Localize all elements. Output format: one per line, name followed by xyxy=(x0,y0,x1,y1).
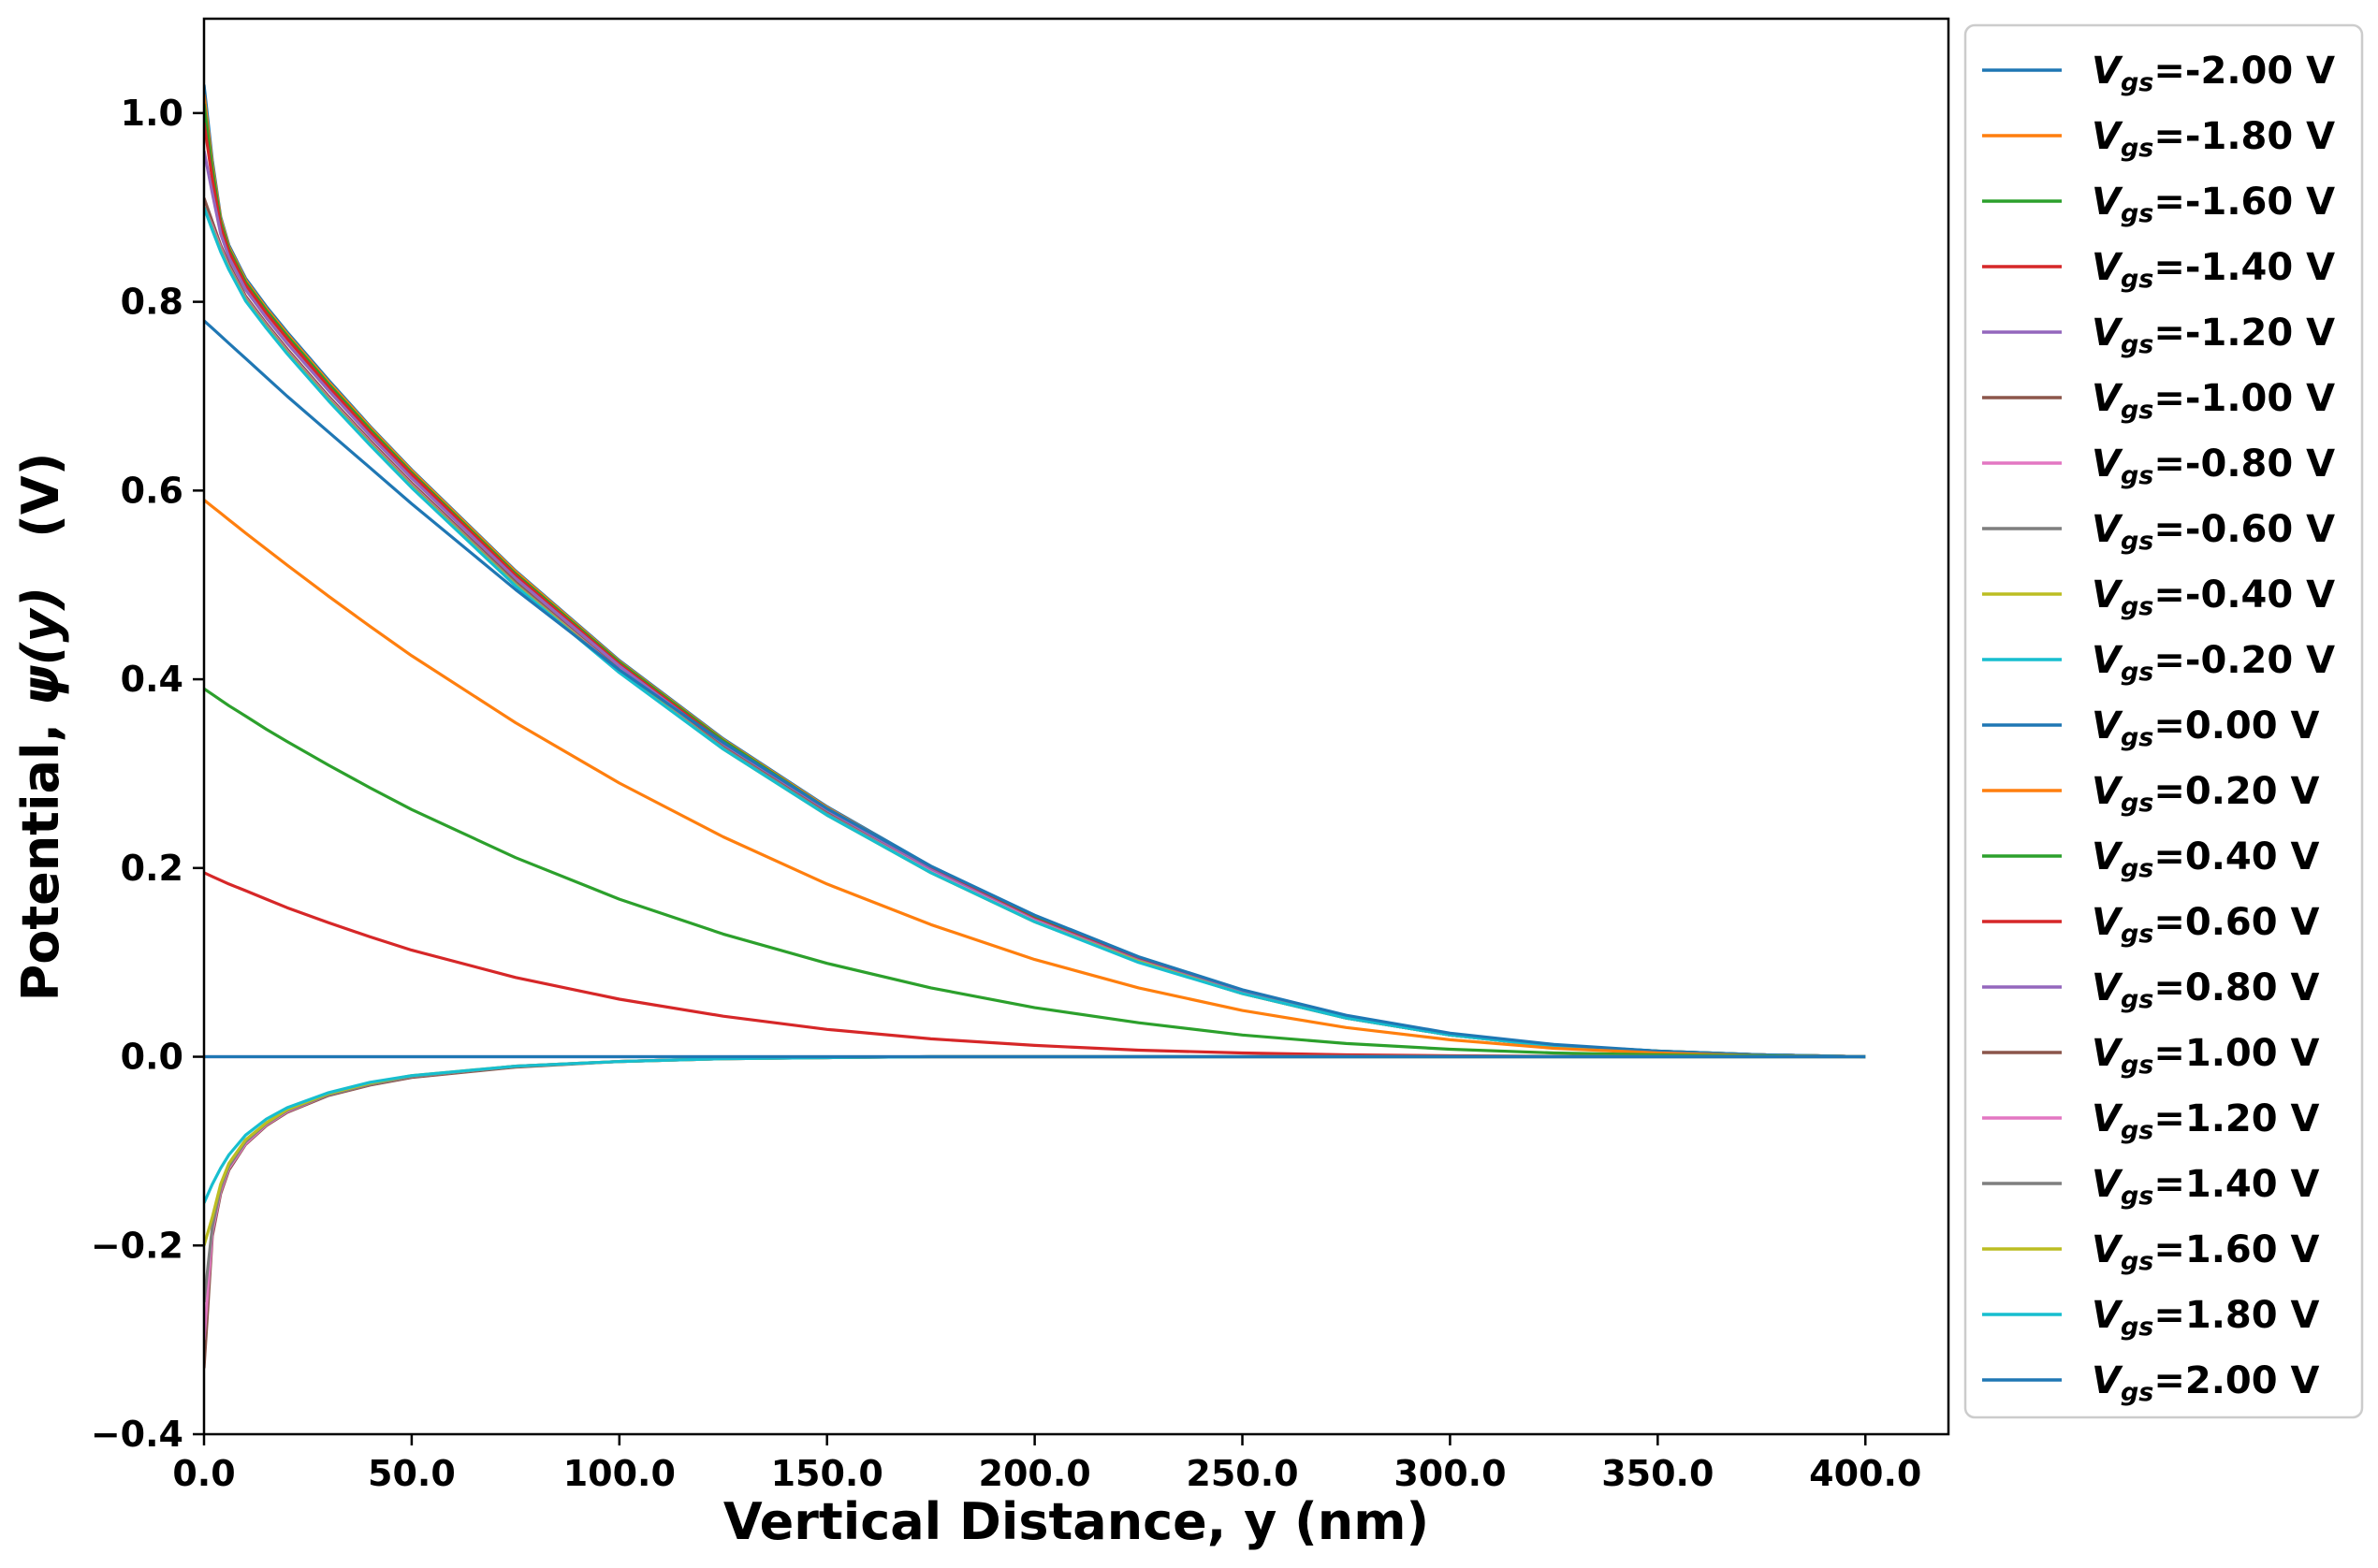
x-tick-label: 250.0 xyxy=(1186,1453,1298,1494)
legend-label: Vgs=2.00 V xyxy=(2092,1359,2320,1407)
legend-box xyxy=(1963,23,2364,1419)
legend-label: Vgs=0.60 V xyxy=(2092,901,2320,949)
x-tick-label: 150.0 xyxy=(771,1453,883,1494)
plot-frame xyxy=(202,17,1950,1436)
x-tick-label: 400.0 xyxy=(1809,1453,1921,1494)
legend-label: Vgs=-0.40 V xyxy=(2092,573,2335,621)
x-tick-label: 350.0 xyxy=(1601,1453,1714,1494)
legend-label: Vgs=-0.60 V xyxy=(2092,508,2335,556)
series-line-9 xyxy=(204,207,1866,1059)
x-axis: 0.0 50.0 100.0 150.0 200.0 250.0 300.0 350.0 400… xyxy=(172,1434,1921,1494)
legend-label: Vgs=-1.80 V xyxy=(2092,115,2335,163)
y-axis: −0.4 −0.2 0.0 0.2 0.4 0.6 0.8 1.0 xyxy=(91,93,204,1455)
legend-label: Vgs=1.40 V xyxy=(2092,1163,2320,1211)
y-tick-label: 1.0 xyxy=(121,93,183,134)
legend-label: Vgs=0.00 V xyxy=(2092,704,2320,752)
x-tick-label: 50.0 xyxy=(368,1453,456,1494)
legend-label: Vgs=1.80 V xyxy=(2092,1294,2320,1342)
y-tick-label: −0.2 xyxy=(91,1225,183,1266)
legend-label: Vgs=0.40 V xyxy=(2092,835,2320,883)
legend-label: Vgs=-0.20 V xyxy=(2092,639,2335,687)
legend-label: Vgs=-1.40 V xyxy=(2092,246,2335,294)
y-axis-title-symbol: ψ(y) xyxy=(11,587,70,705)
y-tick-label: −0.4 xyxy=(91,1414,183,1455)
series-line-12 xyxy=(204,687,1866,1059)
legend-label: Vgs=1.00 V xyxy=(2092,1032,2320,1080)
legend-label: Vgs=1.20 V xyxy=(2092,1097,2320,1145)
legend-label: Vgs=0.20 V xyxy=(2092,770,2320,818)
x-tick-label: 200.0 xyxy=(979,1453,1091,1494)
y-tick-label: 0.2 xyxy=(121,848,183,889)
x-tick-label: 0.0 xyxy=(172,1453,235,1494)
y-tick-label: 0.4 xyxy=(121,659,183,700)
y-tick-label: 0.8 xyxy=(121,282,183,323)
y-axis-title-unit: (V) xyxy=(11,453,70,538)
x-axis-title: Vertical Distance, y (nm) xyxy=(723,1492,1429,1551)
x-tick-label: 300.0 xyxy=(1393,1453,1506,1494)
series-line-11 xyxy=(204,499,1866,1059)
legend-label: Vgs=-1.60 V xyxy=(2092,181,2335,228)
x-tick-label: 100.0 xyxy=(563,1453,676,1494)
legend-label: Vgs=-0.80 V xyxy=(2092,443,2335,490)
legend-label: Vgs=-1.20 V xyxy=(2092,312,2335,359)
series-line-10 xyxy=(204,319,1866,1059)
legend: Vgs=-2.00 V Vgs=-1.80 V Vgs=-1.60 V Vgs=-1.… xyxy=(1982,50,2335,1407)
y-tick-label: 0.6 xyxy=(121,470,183,511)
y-axis-title: Potential, ψ(y) (V) xyxy=(11,453,70,1002)
legend-label: Vgs=0.80 V xyxy=(2092,966,2320,1014)
legend-label: Vgs=1.60 V xyxy=(2092,1228,2320,1276)
y-tick-label: 0.0 xyxy=(121,1037,183,1078)
y-axis-title-prefix: Potential, xyxy=(11,705,70,1001)
legend-label: Vgs=-1.00 V xyxy=(2092,377,2335,425)
series-layer xyxy=(204,84,1866,1369)
legend-label: Vgs=-2.00 V xyxy=(2092,50,2335,97)
